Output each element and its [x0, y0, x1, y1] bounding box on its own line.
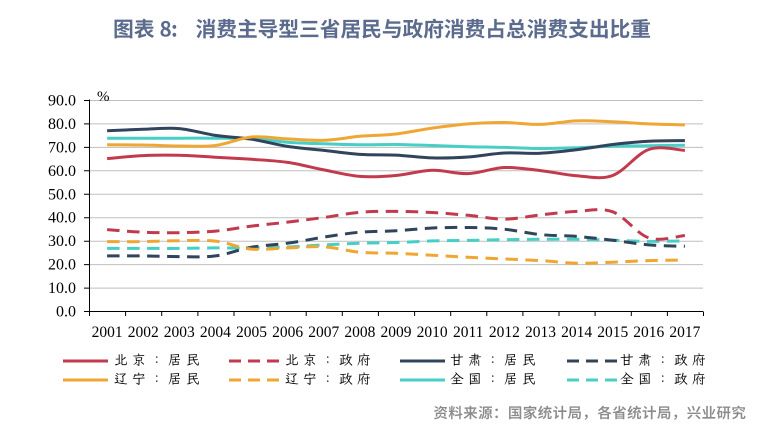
svg-text:10.0: 10.0 — [48, 280, 76, 297]
svg-text:2011: 2011 — [453, 324, 483, 341]
svg-text:90.0: 90.0 — [48, 93, 76, 110]
svg-text:50.0: 50.0 — [48, 186, 76, 203]
svg-text:2009: 2009 — [381, 324, 412, 341]
svg-text:2002: 2002 — [128, 324, 159, 341]
svg-text:80.0: 80.0 — [48, 116, 76, 133]
svg-text:2016: 2016 — [633, 324, 664, 341]
svg-text:2014: 2014 — [561, 324, 592, 341]
svg-text:2006: 2006 — [272, 324, 303, 341]
svg-text:2013: 2013 — [525, 324, 556, 341]
svg-text:40.0: 40.0 — [48, 210, 76, 227]
svg-text:2001: 2001 — [92, 324, 123, 341]
svg-text:2007: 2007 — [308, 324, 339, 341]
svg-text:2004: 2004 — [200, 324, 231, 341]
svg-text:2012: 2012 — [489, 324, 520, 341]
svg-text:20.0: 20.0 — [48, 257, 76, 274]
svg-text:60.0: 60.0 — [48, 163, 76, 180]
svg-text:0.0: 0.0 — [56, 304, 76, 321]
svg-text:30.0: 30.0 — [48, 233, 76, 250]
svg-text:2008: 2008 — [344, 324, 375, 341]
svg-text:2005: 2005 — [236, 324, 267, 341]
svg-text:70.0: 70.0 — [48, 139, 76, 156]
svg-text:2017: 2017 — [669, 324, 700, 341]
svg-text:2015: 2015 — [597, 324, 628, 341]
svg-text:2003: 2003 — [164, 324, 195, 341]
svg-text:%: % — [97, 89, 110, 105]
svg-text:2010: 2010 — [417, 324, 448, 341]
